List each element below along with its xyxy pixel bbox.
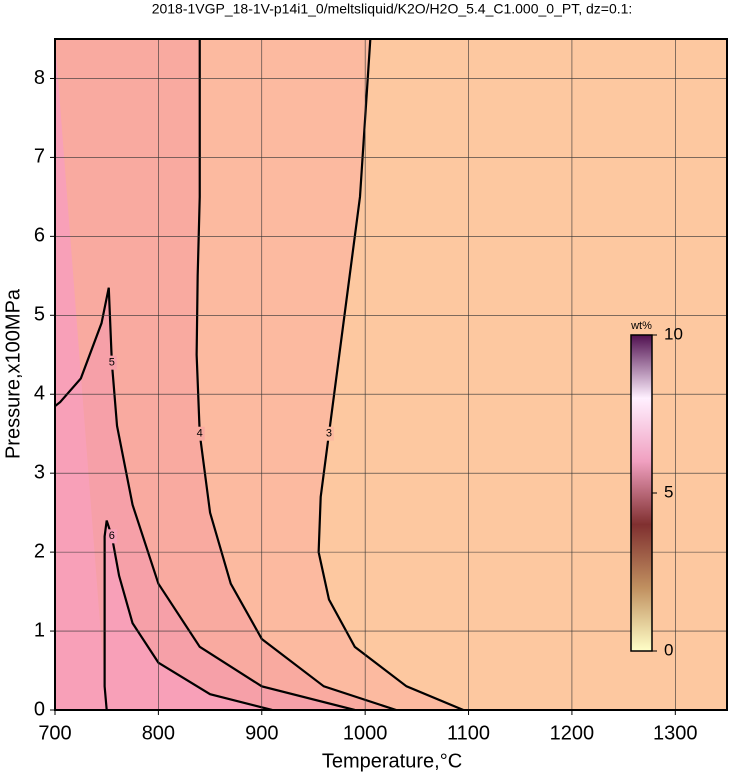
contour-label: 4 — [197, 428, 203, 440]
x-tick-label: 1000 — [343, 722, 388, 744]
contours: 3 4 5 6 — [55, 39, 464, 710]
x-tick-label: 1200 — [550, 722, 595, 744]
x-axis-label: Temperature,°C — [322, 750, 462, 772]
contour-label-bg — [106, 355, 117, 370]
colorbar — [630, 334, 653, 652]
y-tick-label: 2 — [34, 540, 45, 562]
colorbar-tick-label: 5 — [664, 482, 673, 501]
y-tick-label: 5 — [34, 304, 45, 326]
x-tick-label: 800 — [142, 722, 175, 744]
x-tick-label: 1300 — [653, 722, 698, 744]
y-tick-label: 4 — [34, 383, 45, 405]
contour-label: 3 — [326, 428, 332, 440]
x-tick-label: 900 — [245, 722, 278, 744]
y-tick-label: 0 — [34, 698, 45, 720]
contour-label: 6 — [109, 530, 115, 542]
y-axis-label: Pressure,x100MPa — [2, 288, 24, 459]
contour-label-bg — [323, 426, 334, 441]
contour-label-bg — [106, 529, 117, 544]
chart-title: 2018-1VGP_18-1V-p14i1_0/meltsliquid/K2O/… — [152, 1, 633, 17]
y-tick-label: 8 — [34, 67, 45, 89]
plot-frame — [54, 38, 728, 711]
colorbar-tick-label: 10 — [664, 324, 683, 343]
y-tick-label: 7 — [34, 146, 45, 168]
y-tick-label: 3 — [34, 461, 45, 483]
x-tick-label: 700 — [38, 722, 71, 744]
x-tick-label: 1100 — [447, 722, 490, 744]
colorbar-label: wt% — [630, 320, 652, 332]
y-tick-label: 1 — [34, 619, 45, 641]
colorbar-tick-label: 0 — [664, 640, 673, 659]
contour-line — [317, 39, 464, 710]
contour-label: 5 — [109, 357, 115, 369]
contour-fill — [55, 39, 355, 710]
y-tick-label: 6 — [34, 225, 45, 247]
contour-label-bg — [194, 426, 205, 441]
